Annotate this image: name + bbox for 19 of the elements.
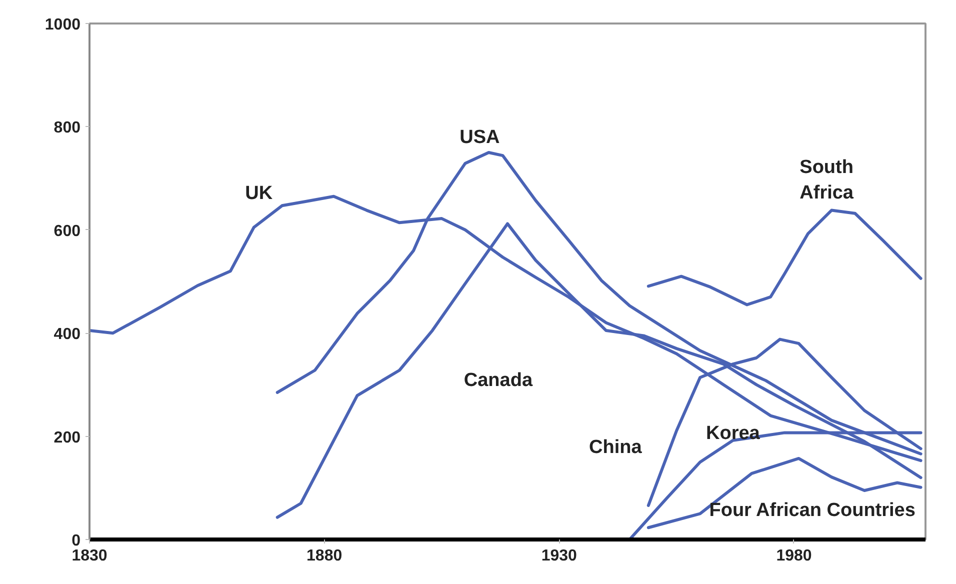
y-tick-label: 1000 xyxy=(44,16,81,34)
x-tick-label: 1880 xyxy=(306,548,342,564)
line-series xyxy=(646,208,922,306)
y-tick-label: 200 xyxy=(54,429,81,446)
x-tick-label: 1830 xyxy=(72,548,108,564)
series-label: UK xyxy=(245,182,273,204)
line-series xyxy=(646,456,922,530)
series-label: China xyxy=(589,436,642,458)
series-label: USA xyxy=(460,127,500,148)
series-label: Korea xyxy=(706,422,760,444)
y-tick-label: 800 xyxy=(54,120,81,137)
text: Canada xyxy=(464,370,533,392)
y-tick-label: 600 xyxy=(54,222,81,240)
x-tick-label: 1980 xyxy=(776,548,812,564)
x-tick-label: 1930 xyxy=(541,548,578,564)
y-tick-label: 0 xyxy=(72,532,81,550)
series-label: South Africa xyxy=(800,157,854,204)
y-tick-label: 400 xyxy=(54,326,81,344)
series-label: Four African Countries xyxy=(709,500,916,521)
